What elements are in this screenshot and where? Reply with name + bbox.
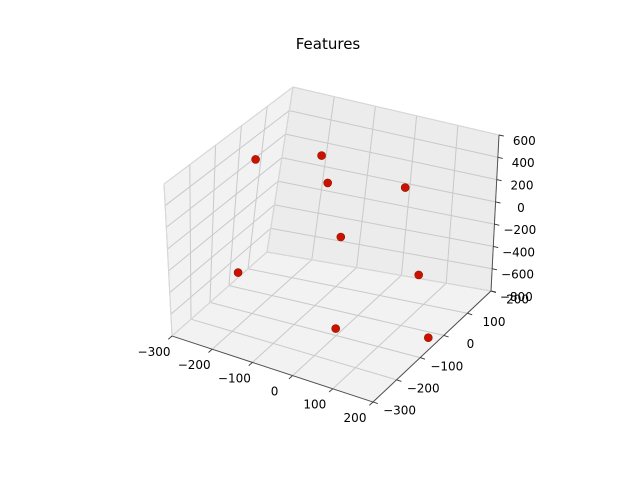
x-axis-line bbox=[171, 335, 374, 403]
x-tick-label: −200 bbox=[178, 358, 211, 372]
z-gridline bbox=[165, 133, 286, 228]
y-tick-label: −100 bbox=[430, 359, 463, 373]
z-gridline bbox=[278, 180, 495, 225]
z-gridline bbox=[289, 110, 499, 158]
scatter-point bbox=[251, 155, 260, 164]
scatter-point bbox=[331, 324, 341, 333]
x-tick bbox=[369, 401, 374, 406]
y-gridline bbox=[247, 106, 268, 269]
scatter-point bbox=[400, 183, 410, 192]
pane-edge bbox=[266, 86, 294, 253]
z-gridline bbox=[169, 204, 275, 293]
left-pane bbox=[164, 87, 293, 336]
scatter-point bbox=[336, 232, 346, 242]
x-gridline bbox=[252, 267, 357, 363]
z-tick bbox=[492, 268, 498, 271]
axes-lines bbox=[163, 86, 500, 403]
z-tick bbox=[494, 223, 500, 226]
y-gridline bbox=[190, 318, 397, 381]
x-tick bbox=[328, 388, 334, 393]
x-gridline bbox=[356, 106, 376, 268]
pane-edge bbox=[163, 183, 173, 337]
x-tick-label: −300 bbox=[138, 345, 171, 359]
x-tick bbox=[248, 362, 253, 367]
axes-panes bbox=[164, 87, 499, 402]
z-tick-label: 0 bbox=[517, 201, 525, 215]
back-pane bbox=[267, 87, 499, 291]
floor-pane bbox=[172, 252, 491, 402]
axes-ticks: −300−200−1000100200−300−200−1000100200−8… bbox=[138, 134, 537, 425]
y-gridline bbox=[228, 125, 242, 286]
y-tick-label: −200 bbox=[407, 382, 440, 396]
chart-title: Features bbox=[296, 35, 361, 53]
z-tick-label: −400 bbox=[502, 245, 535, 259]
z-tick-label: 600 bbox=[513, 134, 536, 148]
x-tick-label: 100 bbox=[303, 398, 326, 412]
y-gridline bbox=[209, 145, 217, 303]
y-tick bbox=[396, 379, 402, 382]
y-tick bbox=[420, 357, 426, 360]
z-axis-line bbox=[490, 134, 500, 292]
z-gridline bbox=[164, 110, 290, 207]
pane-edge bbox=[163, 86, 294, 185]
x-tick bbox=[168, 335, 173, 340]
x-gridline bbox=[400, 115, 418, 276]
z-tick bbox=[490, 290, 496, 293]
x-tick-label: 200 bbox=[344, 411, 367, 425]
x-tick bbox=[208, 348, 213, 353]
scatter-point bbox=[423, 333, 433, 343]
z-tick-label: 400 bbox=[512, 156, 535, 170]
x-gridline bbox=[211, 259, 313, 350]
scatter-point bbox=[233, 268, 243, 277]
y-tick-label: −300 bbox=[383, 404, 416, 418]
y-gridline bbox=[209, 301, 421, 359]
z-tick-label: −800 bbox=[500, 290, 533, 304]
z-gridline bbox=[167, 157, 283, 250]
x-gridline bbox=[311, 96, 335, 260]
z-gridline bbox=[168, 180, 279, 272]
z-tick bbox=[495, 201, 501, 204]
z-gridline bbox=[281, 157, 496, 203]
x-tick bbox=[288, 375, 293, 380]
x-tick-label: 0 bbox=[271, 385, 279, 399]
y-tick-label: 100 bbox=[483, 315, 506, 329]
z-tick-label: 200 bbox=[511, 179, 534, 193]
y-tick-label: 200 bbox=[506, 293, 529, 307]
z-tick bbox=[498, 134, 504, 137]
y-gridline bbox=[247, 268, 468, 314]
scatter-point bbox=[323, 178, 333, 188]
pane-edge bbox=[266, 251, 492, 292]
y-gridline bbox=[189, 164, 192, 320]
y-tick bbox=[443, 334, 449, 338]
y-tick bbox=[372, 401, 378, 405]
scatter-point bbox=[317, 151, 326, 160]
x-gridline bbox=[332, 282, 447, 390]
pane-edge bbox=[171, 251, 268, 337]
z-tick bbox=[493, 245, 499, 249]
z-tick-label: −200 bbox=[503, 223, 536, 237]
scatter-point bbox=[414, 270, 424, 280]
x-gridline bbox=[445, 125, 459, 284]
x-tick-label: −100 bbox=[218, 371, 251, 385]
z-gridline bbox=[274, 204, 494, 247]
z-gridline bbox=[170, 228, 272, 315]
z-gridline bbox=[270, 227, 493, 270]
x-gridline bbox=[292, 275, 402, 376]
z-tick bbox=[496, 179, 502, 182]
y-axis-line bbox=[372, 290, 492, 403]
pane-edge bbox=[292, 86, 500, 136]
z-gridline bbox=[285, 133, 497, 181]
y-tick-label: 0 bbox=[467, 337, 475, 351]
y-gridline bbox=[228, 285, 444, 336]
z-tick-label: −600 bbox=[501, 268, 534, 282]
z-tick bbox=[497, 156, 503, 159]
scatter-points bbox=[233, 151, 433, 343]
y-tick bbox=[467, 312, 473, 316]
